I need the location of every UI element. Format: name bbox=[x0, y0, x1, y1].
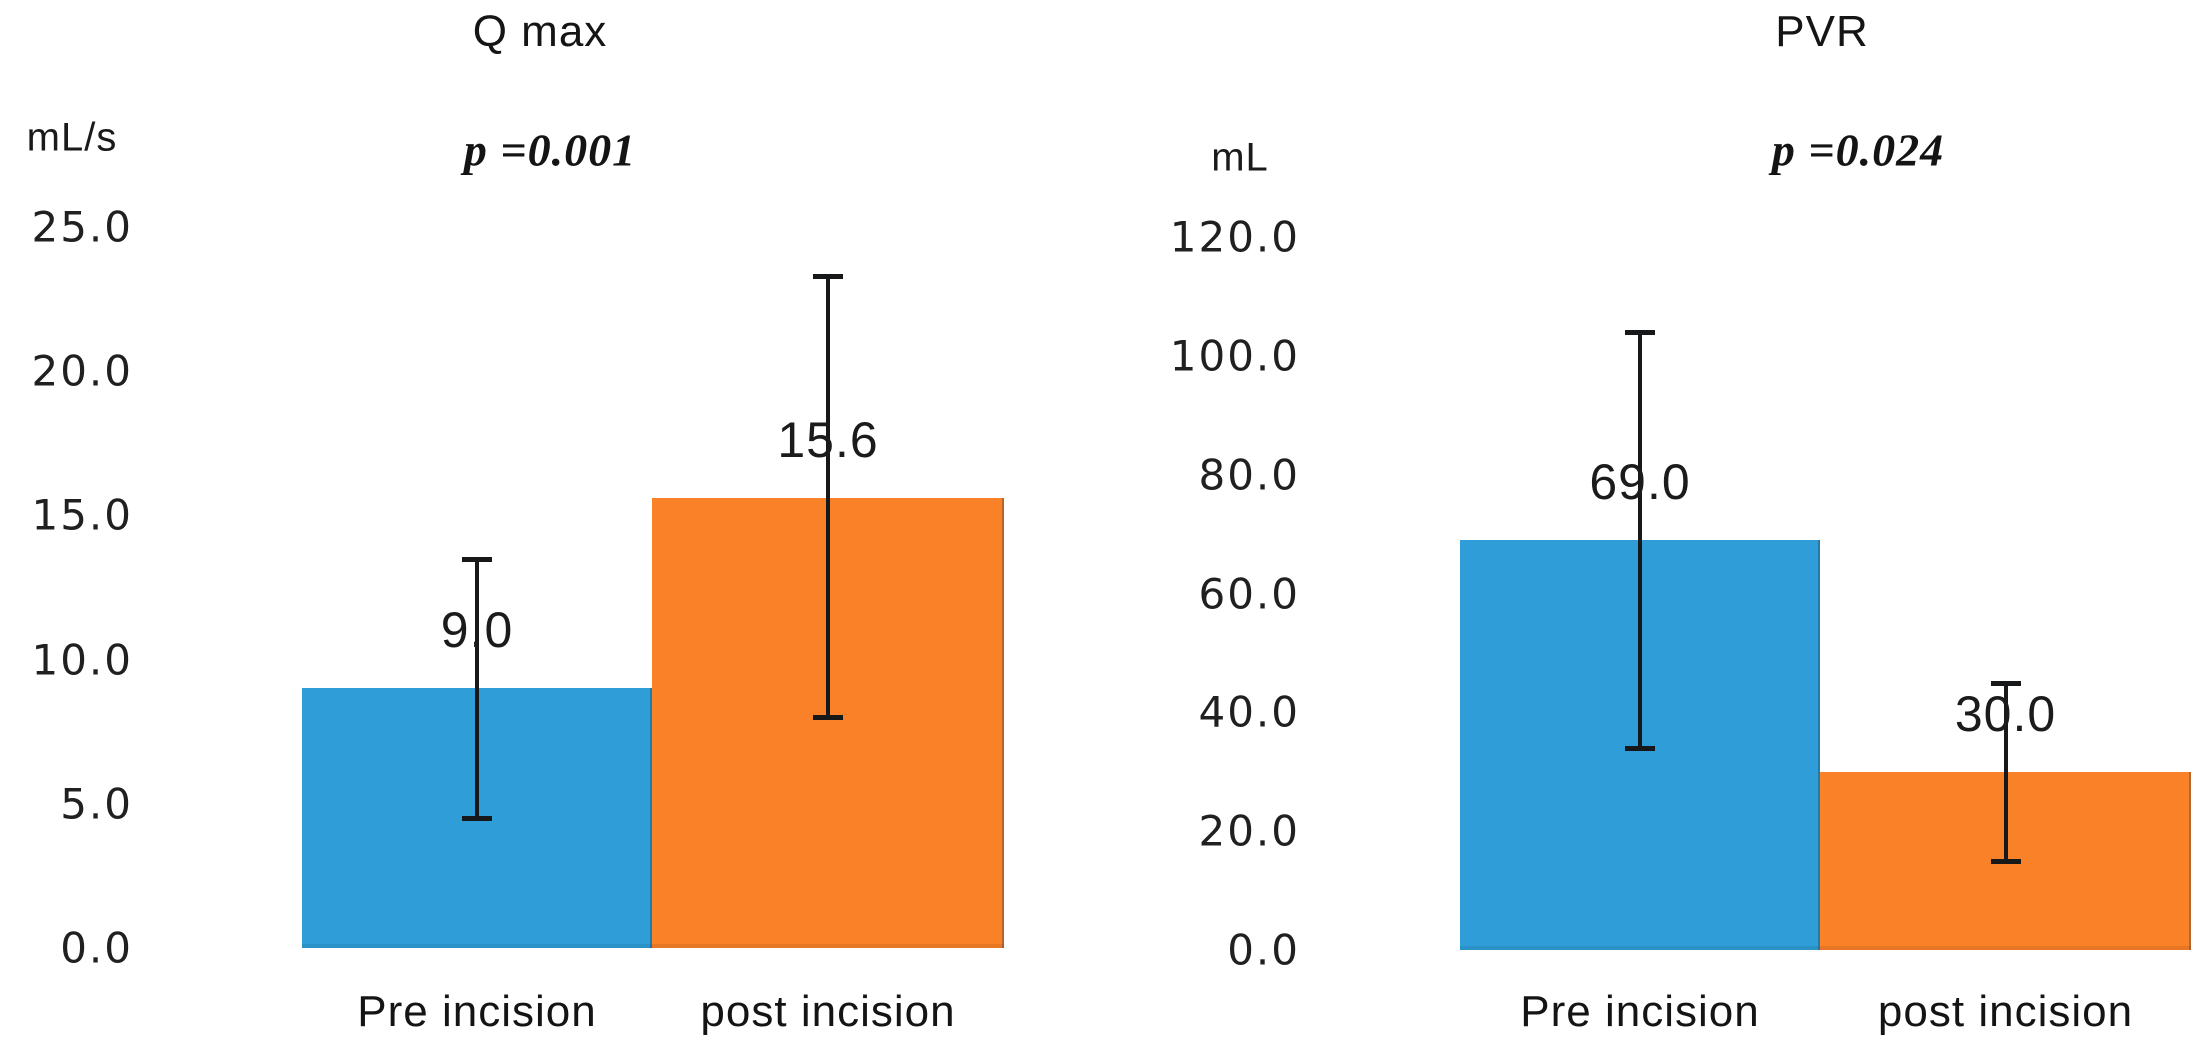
error-bar-cap bbox=[813, 274, 843, 280]
chart-title: Q max bbox=[472, 7, 608, 56]
y-tick-label: 15.0 bbox=[31, 490, 133, 540]
error-bar-cap bbox=[1625, 330, 1655, 336]
y-tick-label: 0.0 bbox=[1227, 925, 1300, 975]
error-bar-cap bbox=[462, 816, 492, 822]
y-axis-unit-label: mL/s bbox=[26, 115, 118, 160]
y-tick-label: 60.0 bbox=[1198, 569, 1300, 619]
error-bar-cap bbox=[1990, 680, 2021, 686]
x-axis-label: post incision bbox=[1877, 987, 2134, 1036]
y-axis-unit-label: mL bbox=[1211, 135, 1269, 180]
y-tick-label: 20.0 bbox=[1198, 806, 1300, 856]
y-tick-label: 40.0 bbox=[1198, 687, 1300, 737]
y-tick-label: 0.0 bbox=[60, 923, 133, 973]
y-tick-label: 20.0 bbox=[31, 346, 133, 396]
error-bar bbox=[1638, 332, 1642, 749]
x-axis-label: post incision bbox=[700, 987, 956, 1036]
y-tick-label: 10.0 bbox=[31, 635, 133, 685]
error-bar bbox=[475, 558, 479, 819]
bar-value-label: 30.0 bbox=[1954, 685, 2057, 742]
error-bar-cap bbox=[813, 715, 843, 721]
p-value-annotation: p =0.001 bbox=[463, 124, 637, 176]
x-axis-label: Pre incision bbox=[1520, 987, 1760, 1036]
y-tick-label: 80.0 bbox=[1198, 450, 1300, 500]
error-bar-cap bbox=[462, 556, 492, 562]
error-bar bbox=[826, 276, 830, 718]
x-axis-label: Pre incision bbox=[357, 987, 597, 1036]
p-value-annotation: p =0.024 bbox=[1771, 124, 1945, 176]
error-bar-cap bbox=[1625, 746, 1655, 752]
error-bar-cap bbox=[1990, 858, 2021, 864]
y-tick-label: 120.0 bbox=[1169, 212, 1300, 262]
error-bar bbox=[2003, 682, 2008, 861]
bar-value-label: 15.6 bbox=[777, 412, 879, 469]
chart-title: PVR bbox=[1775, 7, 1869, 56]
y-tick-label: 100.0 bbox=[1169, 331, 1300, 381]
y-tick-label: 5.0 bbox=[60, 779, 133, 829]
bar-value-label: 69.0 bbox=[1589, 454, 1691, 511]
y-tick-label: 25.0 bbox=[31, 202, 133, 252]
bar-value-label: 9.0 bbox=[440, 602, 514, 659]
